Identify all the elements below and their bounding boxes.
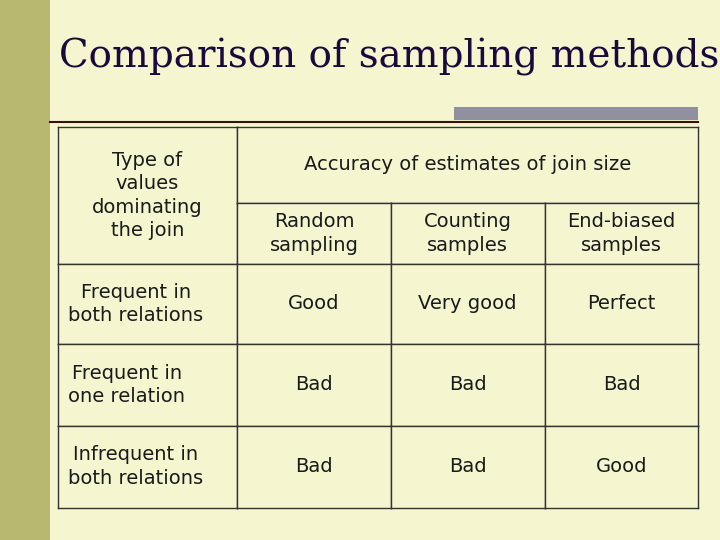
Text: Bad: Bad — [449, 457, 487, 476]
Text: Bad: Bad — [603, 375, 640, 394]
Bar — [0, 0, 50, 540]
Text: Bad: Bad — [295, 375, 333, 394]
Text: Comparison of sampling methods: Comparison of sampling methods — [58, 38, 719, 76]
Text: End-biased
samples: End-biased samples — [567, 212, 675, 255]
Text: Bad: Bad — [449, 375, 487, 394]
Text: Counting
samples: Counting samples — [424, 212, 512, 255]
Text: Frequent in
one relation: Frequent in one relation — [68, 363, 185, 406]
Text: Bad: Bad — [295, 457, 333, 476]
Text: Perfect: Perfect — [588, 294, 656, 313]
Text: Infrequent in
both relations: Infrequent in both relations — [68, 446, 204, 488]
Text: Frequent in
both relations: Frequent in both relations — [68, 282, 204, 325]
Text: Very good: Very good — [418, 294, 517, 313]
Text: Good: Good — [288, 294, 340, 313]
Text: Accuracy of estimates of join size: Accuracy of estimates of join size — [304, 156, 631, 174]
Text: Good: Good — [595, 457, 647, 476]
Bar — [454, 107, 698, 120]
Text: Type of
values
dominating
the join: Type of values dominating the join — [92, 151, 202, 240]
Text: Random
sampling: Random sampling — [269, 212, 359, 255]
